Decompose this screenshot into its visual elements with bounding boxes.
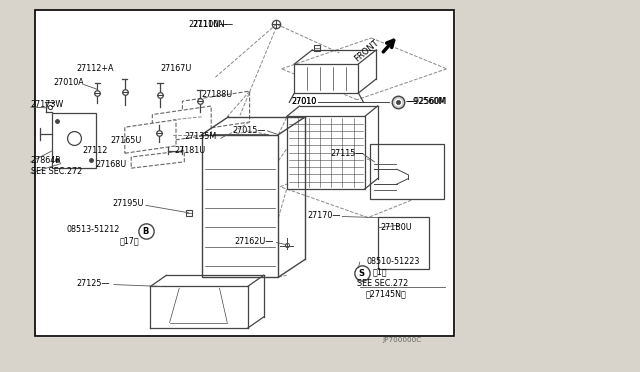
Text: 27181U: 27181U <box>174 146 205 155</box>
Text: B: B <box>143 227 149 236</box>
Polygon shape <box>152 106 211 143</box>
Text: 27864R: 27864R <box>31 156 61 165</box>
Text: 27162U—: 27162U— <box>234 237 274 246</box>
Text: FRONT: FRONT <box>352 39 380 64</box>
Text: 27010: 27010 <box>292 97 317 106</box>
Polygon shape <box>131 151 184 168</box>
Text: —92560M: —92560M <box>406 97 447 106</box>
Text: 08513-51212: 08513-51212 <box>67 225 120 234</box>
Text: （17）: （17） <box>120 237 140 246</box>
Text: 27010A: 27010A <box>54 78 84 87</box>
Text: SEE SEC.272: SEE SEC.272 <box>31 167 82 176</box>
Text: 27110N—: 27110N— <box>193 20 234 29</box>
Bar <box>35 10 454 336</box>
Bar <box>287 116 365 189</box>
Text: JP700000C: JP700000C <box>382 337 421 343</box>
Text: 27188U: 27188U <box>202 90 233 99</box>
Text: 27115—: 27115— <box>330 149 364 158</box>
Text: 27125—: 27125— <box>77 279 110 288</box>
Text: 27112+A: 27112+A <box>76 64 114 73</box>
Polygon shape <box>294 64 358 93</box>
Bar <box>35 10 454 336</box>
Text: 27015—: 27015— <box>232 126 266 135</box>
Text: 27170—: 27170— <box>307 211 340 220</box>
Polygon shape <box>202 135 278 277</box>
Polygon shape <box>182 91 250 132</box>
Text: 27167U: 27167U <box>160 64 191 73</box>
Text: 27112: 27112 <box>82 146 108 155</box>
Text: 08510-51223: 08510-51223 <box>366 257 419 266</box>
Text: —92560M: —92560M <box>406 97 446 106</box>
Bar <box>370 144 444 199</box>
Text: 27173W: 27173W <box>31 100 64 109</box>
Text: 27195U: 27195U <box>113 199 144 208</box>
Polygon shape <box>125 120 176 153</box>
Text: 27110N—: 27110N— <box>188 20 227 29</box>
Text: 27010: 27010 <box>292 97 317 106</box>
Text: S: S <box>358 269 365 278</box>
Text: （27145N）: （27145N） <box>366 289 407 298</box>
Text: 27165U: 27165U <box>111 136 142 145</box>
Text: （1）: （1） <box>372 268 387 277</box>
Text: 271B0U: 271B0U <box>381 223 413 232</box>
Text: SEE SEC.272: SEE SEC.272 <box>357 279 408 288</box>
Bar <box>378 217 429 269</box>
Bar <box>52 113 96 168</box>
Text: 27135M: 27135M <box>184 132 216 141</box>
Text: 27168U: 27168U <box>95 160 127 169</box>
